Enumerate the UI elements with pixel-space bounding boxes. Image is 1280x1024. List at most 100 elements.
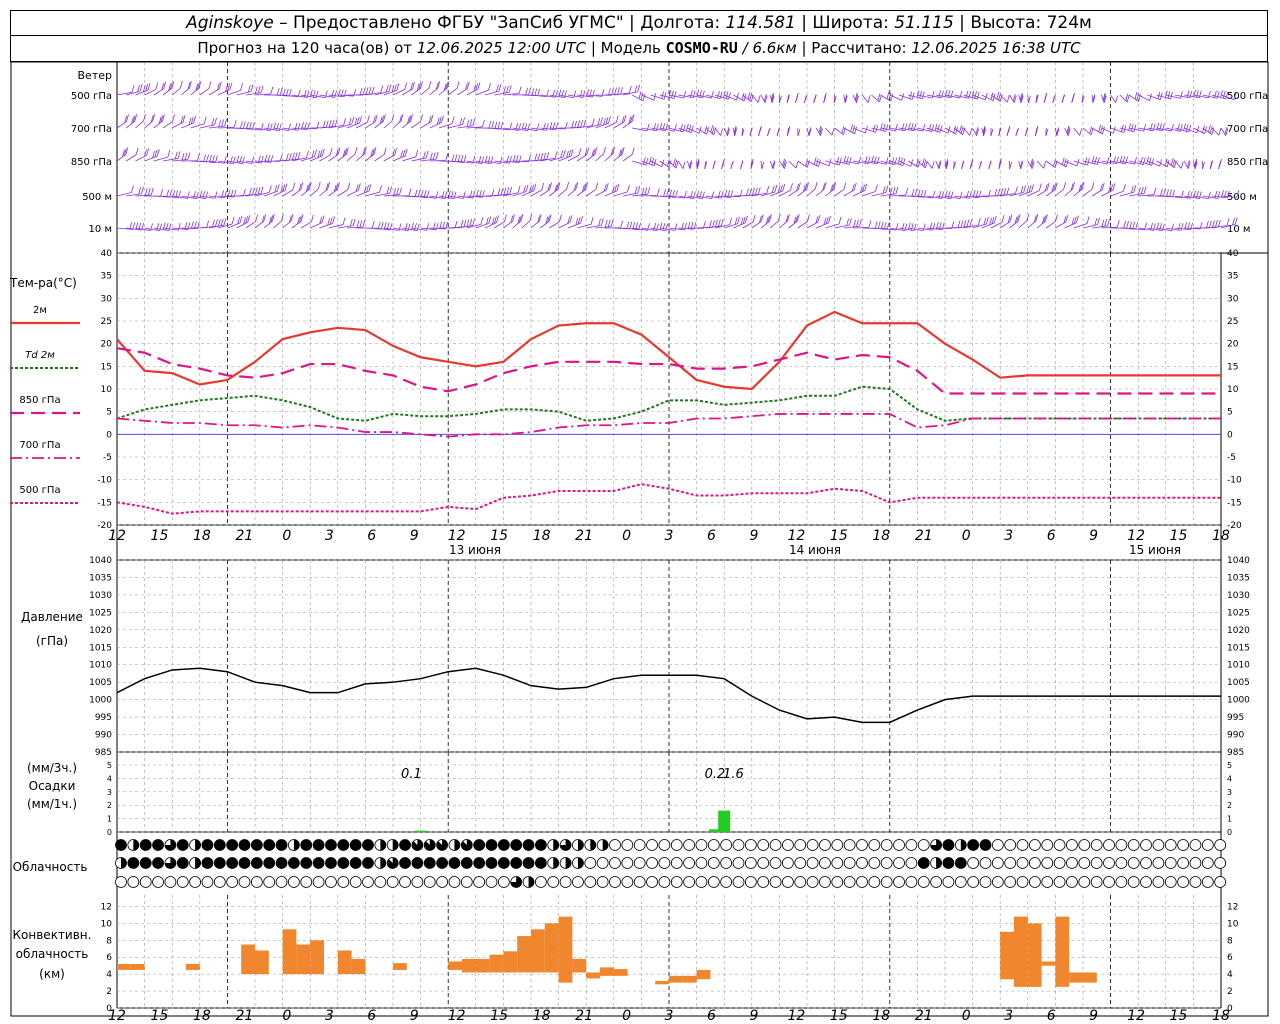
cloud-fill (177, 857, 189, 869)
cloud-symbol (374, 839, 387, 851)
cloud-fill (980, 839, 991, 851)
cloud-circle (707, 876, 720, 888)
wind-barb-feather (610, 88, 614, 96)
cloud-symbol (670, 857, 683, 869)
wind-barb-feather (1209, 126, 1213, 134)
wind-barb-feather (273, 122, 276, 130)
wind-barb-feather (742, 216, 746, 224)
wind-barb-feather (741, 128, 745, 137)
wind-barb-feather (317, 150, 321, 158)
wind-barb-feather (580, 119, 584, 128)
wind-barb-feather (594, 147, 598, 155)
wind-barb-feather (807, 214, 810, 222)
conv-label-1: Конвективн. (13, 928, 92, 942)
wind-barb-feather (1140, 156, 1143, 165)
wind-barb-feather (141, 186, 144, 194)
wind-barb-feather (126, 114, 129, 122)
cloud-fill (115, 839, 127, 851)
wind-barb-feather (1035, 125, 1039, 134)
cloud-symbol (139, 876, 152, 888)
cloud-symbol (856, 857, 868, 869)
cloud-symbol (164, 857, 177, 869)
wind-level-label-right: 500 гПа (1227, 91, 1268, 102)
cloud-symbol (1115, 839, 1128, 851)
wind-barb-feather (189, 80, 192, 89)
cloud-symbol (819, 857, 831, 869)
wind-barb-feather (855, 94, 859, 102)
wind-barb-feather (1208, 191, 1211, 199)
wind-barb-feather (215, 219, 218, 227)
wind-barb-feather (833, 95, 837, 104)
wind-barb (944, 160, 947, 170)
wind-barb-feather (528, 185, 532, 193)
longitude-label: Долгота: (640, 13, 721, 33)
wind-barb-feather (1044, 183, 1048, 192)
wind-barb-feather (923, 159, 927, 167)
wind-barb-feather (292, 182, 296, 190)
wind-barb-feather (454, 154, 458, 162)
wind-barb-feather (1108, 185, 1111, 193)
wind-barb-feather (1123, 221, 1126, 229)
cloud-fill (602, 839, 609, 851)
wind-barb-feather (356, 116, 360, 125)
wind-barb-feather (915, 158, 919, 167)
wind-barb-feather (784, 161, 787, 169)
wind-barb-feather (1013, 95, 1017, 103)
wind-barb (1202, 127, 1213, 135)
wind-barb-feather (1171, 223, 1175, 231)
wind-barb-feather (488, 120, 492, 129)
wind-barb-feather (1134, 91, 1138, 100)
cloud-symbol (1127, 839, 1140, 851)
wind-barb-feather (637, 185, 641, 194)
cloud-symbol (1053, 857, 1066, 869)
cloud-circle (794, 839, 807, 851)
cloud-circle (238, 876, 251, 888)
cloud-symbol (572, 857, 584, 869)
wind-barb-feather (168, 223, 172, 231)
temp-series-line (116, 413, 1221, 438)
cloud-symbol (510, 839, 523, 851)
wind-barb-feather (1007, 215, 1011, 223)
precip-tick-label-right: 2 (1227, 801, 1232, 810)
wind-barb-feather (629, 221, 633, 229)
wind-barb-feather (575, 181, 579, 190)
wind-barb-feather (813, 157, 817, 165)
time-tick-label: 12 (787, 1008, 805, 1024)
cloud-fill (967, 839, 979, 851)
wind-barb-feather (188, 117, 192, 125)
wind-barb (641, 94, 654, 101)
cloud-symbol (757, 839, 770, 851)
cloud-symbol (473, 857, 486, 869)
wind-barb-feather (1102, 127, 1105, 135)
wind-barb-feather (970, 158, 974, 167)
cloud-symbol (1053, 876, 1066, 888)
wind-barb-feather (291, 152, 295, 160)
wind-barb (797, 160, 808, 168)
wind-barb-feather (1172, 189, 1175, 197)
wind-barb-feather (1143, 124, 1147, 132)
cloud-circle (1189, 876, 1202, 888)
wind-barb-feather (604, 220, 608, 228)
cloud-circle (473, 876, 486, 888)
wind-barb (1220, 94, 1235, 100)
wind-barb-feather (686, 123, 689, 131)
cloud-symbol (831, 876, 844, 888)
wind-barb-feather (740, 160, 744, 168)
time-tick-label: 18 (1212, 1008, 1230, 1024)
wind-barb-feather (429, 152, 433, 160)
cloud-fill (424, 857, 436, 869)
wind-barb (632, 160, 647, 166)
wind-barb-feather (249, 122, 252, 130)
wind-barb-feather (1217, 191, 1221, 199)
wind-barb-feather (720, 191, 724, 199)
cloud-circle (1152, 876, 1165, 888)
wind-barb-feather (356, 220, 360, 228)
cloud-symbol (646, 839, 658, 851)
wind-barb-feather (218, 119, 222, 127)
wind-barb-feather (696, 161, 700, 170)
wind-barb-feather (477, 82, 481, 90)
wind-barb-feather (160, 189, 163, 197)
wind-barb-feather (917, 160, 921, 168)
wind-barb (328, 224, 344, 229)
wind-barb-feather (932, 223, 936, 231)
